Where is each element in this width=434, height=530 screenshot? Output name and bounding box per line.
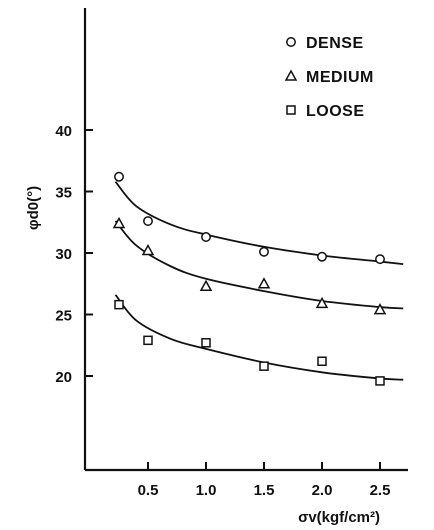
loose-point: [375, 376, 385, 386]
legend-dense-marker: [286, 37, 296, 47]
y-tick-label: 35: [55, 185, 72, 202]
data-markers: [112, 171, 387, 386]
medium-fit-curve: [114, 220, 404, 310]
y-axis-label: φd0(°): [25, 186, 42, 230]
y-tick-label: 40: [55, 123, 72, 140]
legend-medium-marker: [284, 69, 298, 81]
legend-loose-marker: [286, 105, 296, 115]
y-tick-label: 30: [55, 246, 72, 263]
medium-point: [315, 296, 329, 309]
dense-point: [143, 216, 153, 226]
loose-point: [259, 361, 269, 371]
y-tick-label: 20: [55, 369, 72, 386]
legend-loose-label: LOOSE: [306, 103, 365, 120]
medium-point: [373, 303, 387, 315]
medium-point: [199, 279, 213, 291]
dense-point: [259, 246, 269, 257]
dense-point: [375, 254, 385, 265]
fit-curves: [114, 181, 404, 381]
dense-point: [114, 171, 124, 182]
x-tick-label: 2.5: [370, 482, 391, 499]
dense-point: [317, 251, 327, 262]
x-tick-label: 2.0: [312, 482, 333, 499]
x-tick-label: 1.0: [196, 482, 217, 499]
x-tick-label: 1.5: [254, 482, 275, 499]
loose-point: [201, 338, 211, 348]
dense-point: [201, 232, 211, 242]
loose-point: [143, 335, 153, 346]
x-axis-label: σv(kgf/cm²): [298, 509, 380, 526]
legend-dense-label: DENSE: [306, 35, 364, 52]
medium-point: [257, 277, 271, 289]
axes: [83, 8, 408, 472]
legend-medium-label: MEDIUM: [306, 69, 374, 86]
loose-point: [114, 299, 124, 310]
ticks: 0.5 1.0 1.5 2.0 2.5 20 25 30 35 40: [55, 123, 390, 499]
medium-point: [112, 216, 126, 229]
loose-point: [317, 356, 327, 366]
x-tick-label: 0.5: [138, 482, 159, 499]
medium-point: [141, 243, 155, 256]
legend: DENSE MEDIUM LOOSE: [284, 35, 374, 120]
y-tick-label: 25: [55, 308, 72, 325]
